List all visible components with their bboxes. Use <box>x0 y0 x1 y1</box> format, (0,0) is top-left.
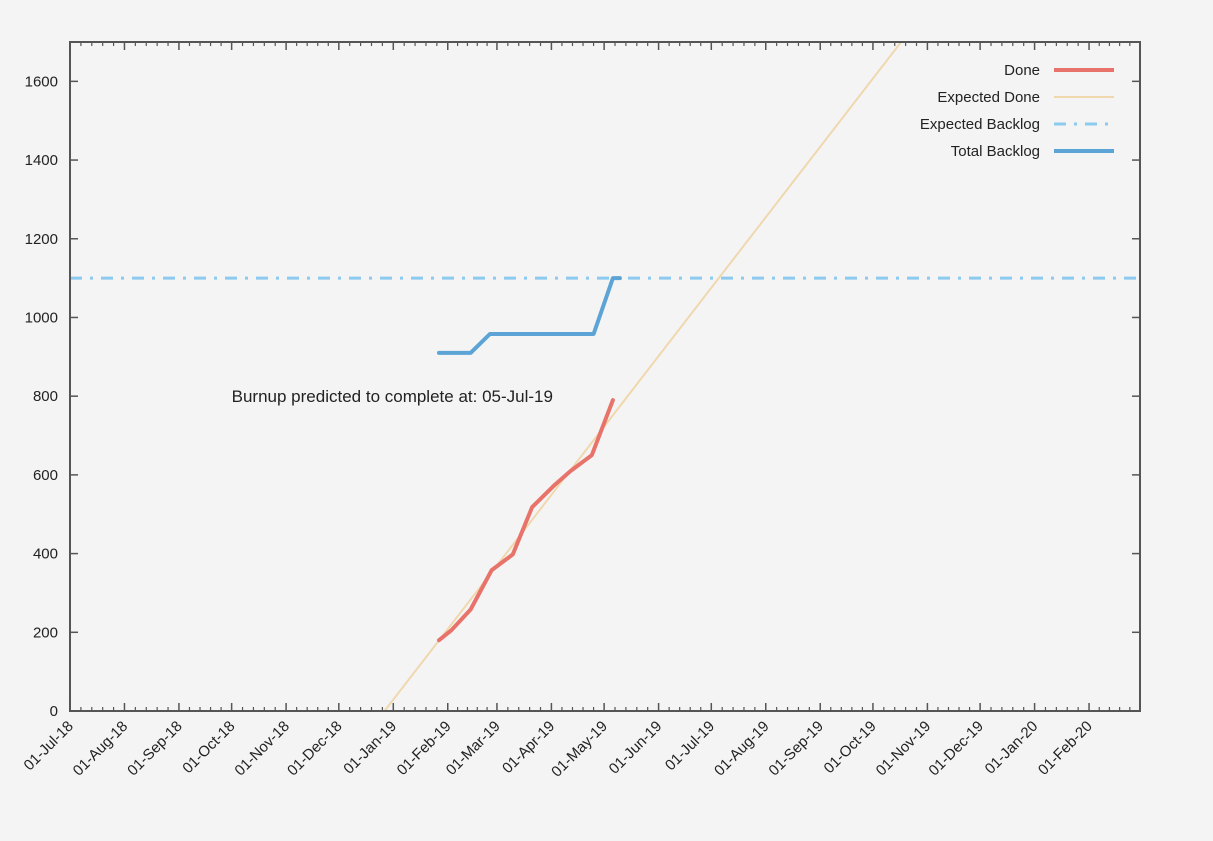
x-tick-label: 01-Jul-18 <box>21 718 77 774</box>
annotations: Burnup predicted to complete at: 05-Jul-… <box>232 387 553 406</box>
x-tick-label: 01-Jan-20 <box>982 718 1042 778</box>
x-tick-label: 01-Sep-19 <box>765 718 827 780</box>
y-tick-label: 1400 <box>25 152 58 169</box>
legend-label: Done <box>1004 62 1040 79</box>
x-tick-label: 01-Oct-18 <box>179 718 238 777</box>
x-tick-label: 01-Nov-19 <box>873 718 935 780</box>
series-line-done <box>437 398 615 643</box>
y-tick-label: 1000 <box>25 309 58 326</box>
x-tick-label: 01-Feb-20 <box>1035 718 1096 779</box>
x-tick-label: 01-Mar-19 <box>443 718 504 779</box>
x-tick-label: 01-Jul-19 <box>662 718 718 774</box>
y-tick-label: 600 <box>33 467 58 484</box>
legend: Done Expected Done Expected Backlog Total B… <box>920 62 1114 160</box>
y-tick-label: 800 <box>33 388 58 405</box>
x-tick-label: 01-Dec-19 <box>925 718 987 780</box>
legend-label: Expected Backlog <box>920 116 1040 133</box>
y-tick-label: 0 <box>50 703 58 720</box>
series-line-total-backlog <box>437 276 622 355</box>
series-line-expected-done <box>383 42 903 711</box>
y-tick-label: 400 <box>33 546 58 563</box>
x-tick-label: 01-Aug-18 <box>70 718 132 780</box>
legend-label: Total Backlog <box>951 143 1040 160</box>
x-tick-label: 01-Sep-18 <box>124 718 186 780</box>
annotation-text: Burnup predicted to complete at: 05-Jul-… <box>232 387 553 406</box>
x-tick-label: 01-May-19 <box>548 718 611 781</box>
x-tick-label: 01-Jun-19 <box>606 718 666 778</box>
plot-frame <box>69 41 1141 712</box>
legend-label: Expected Done <box>937 89 1040 106</box>
x-tick-label: 01-Jan-19 <box>340 718 400 778</box>
series-lines <box>70 42 1140 711</box>
axis-ticks <box>69 42 1140 712</box>
y-tick-label: 200 <box>33 624 58 641</box>
x-tick-label: 01-Aug-19 <box>711 718 773 780</box>
y-tick-label: 1200 <box>25 231 58 248</box>
tick-labels: 0200400600800100012001400160001-Jul-1801… <box>21 73 1096 780</box>
x-tick-label: 01-Oct-19 <box>821 718 880 777</box>
x-tick-label: 01-Dec-18 <box>284 718 346 780</box>
x-tick-label: 01-Nov-18 <box>231 718 293 780</box>
y-tick-label: 1600 <box>25 73 58 90</box>
